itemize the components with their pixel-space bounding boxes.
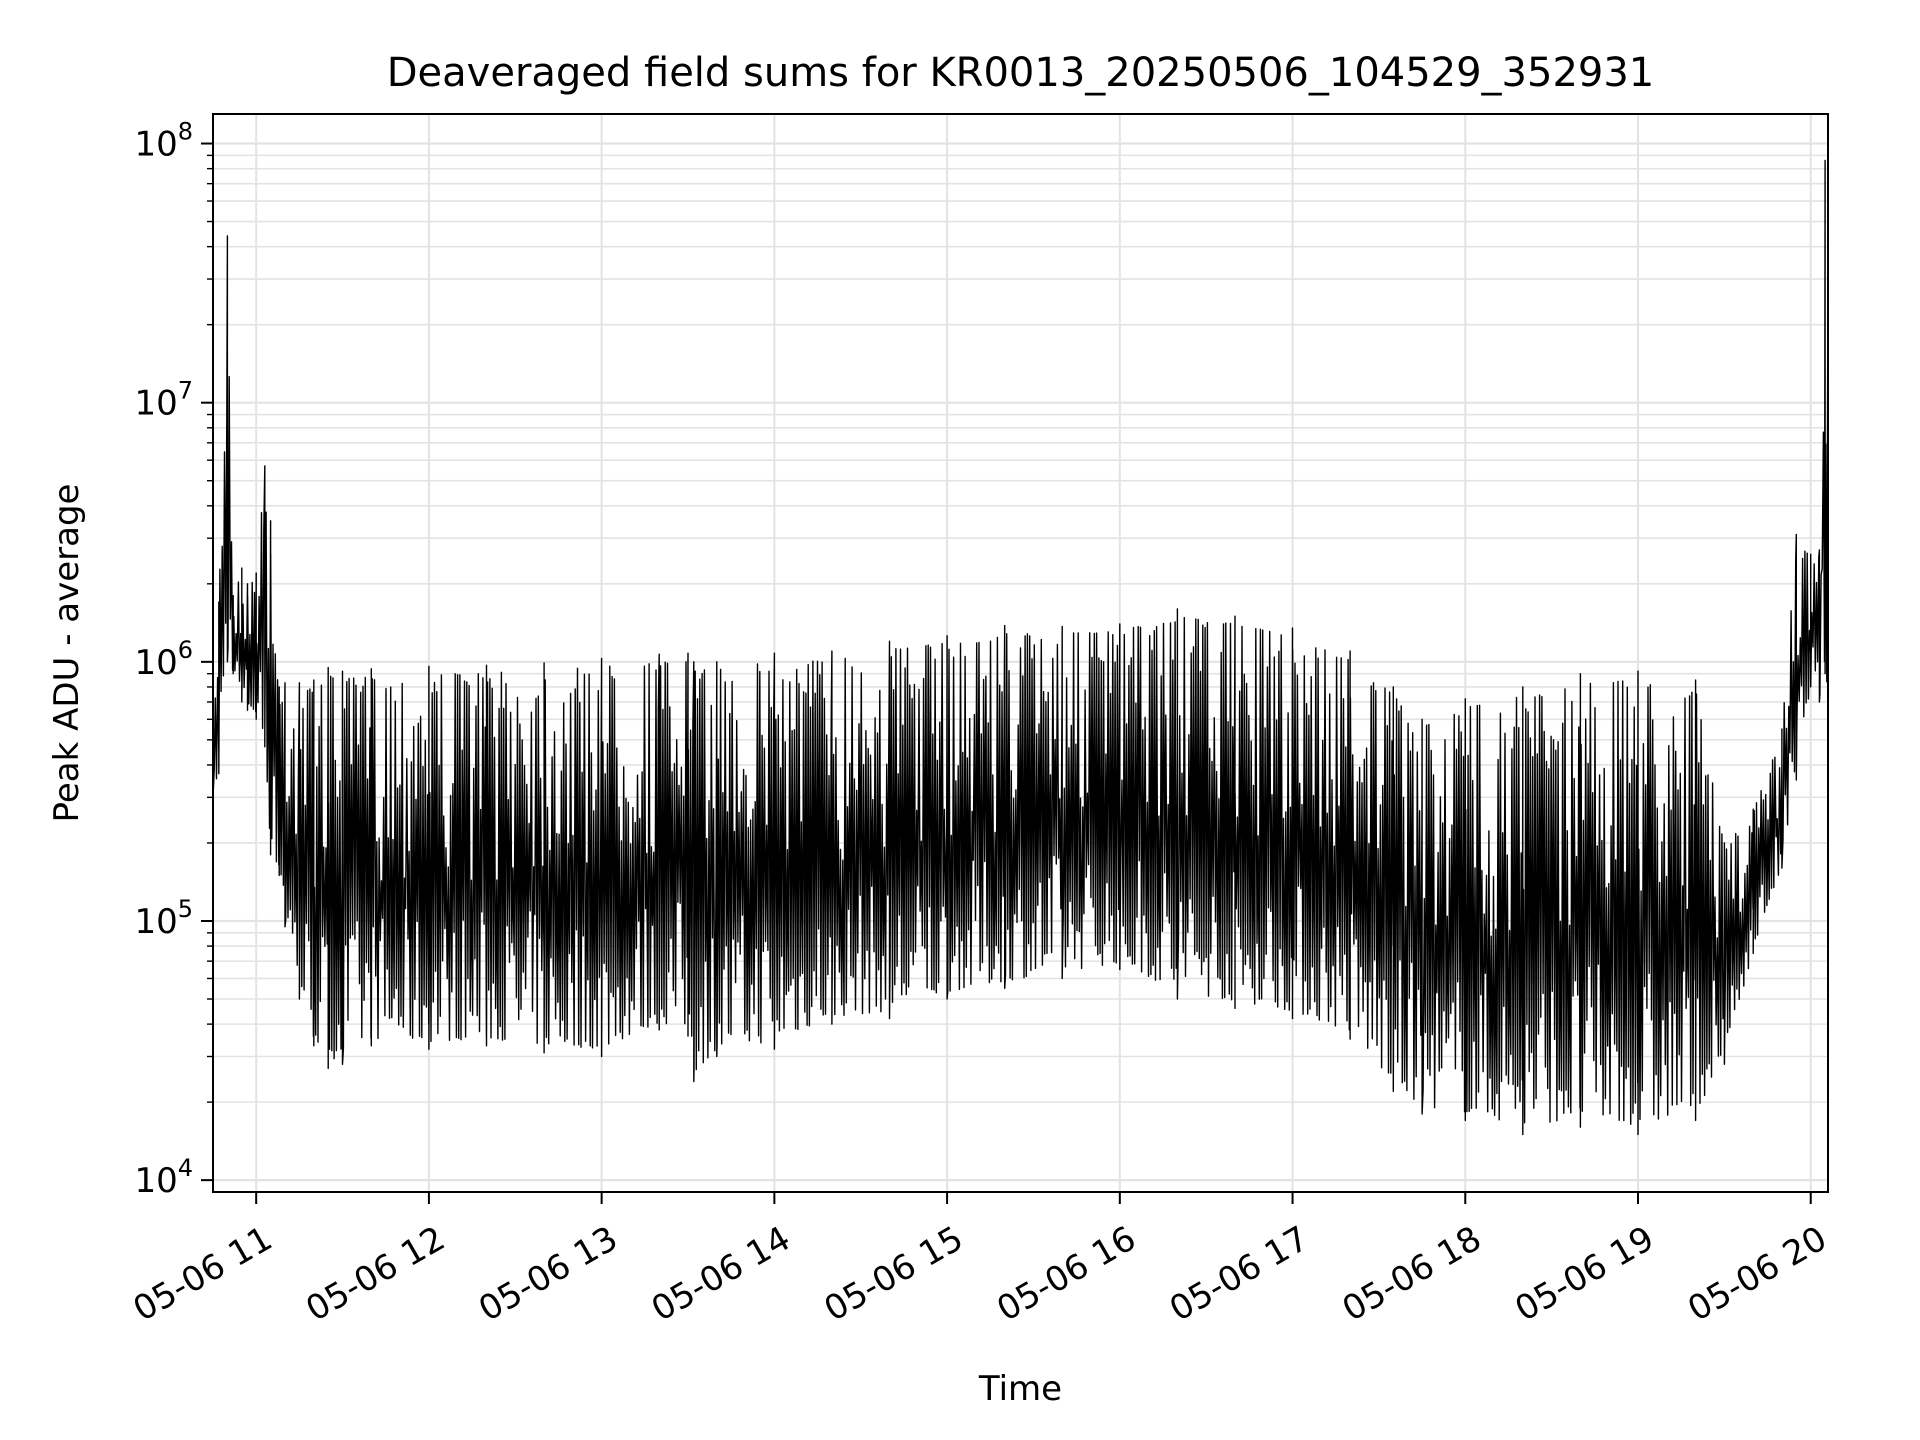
plot-frame	[212, 113, 1829, 1193]
data-series	[212, 159, 1829, 1136]
y-tick-label: 108	[134, 118, 193, 165]
x-tick-label: 05-06 18	[1336, 1219, 1488, 1330]
y-axis-label: Peak ADU - average	[47, 484, 87, 823]
y-tick-label: 105	[134, 895, 193, 942]
x-axis: 05-06 11 05-06 12 05-06 13 05-06 14 05-06 15…	[127, 1192, 1834, 1330]
x-tick-label: 05-06 15	[818, 1219, 970, 1330]
x-tick-label: 05-06 11	[127, 1219, 279, 1330]
x-tick-label: 05-06 17	[1163, 1219, 1315, 1330]
x-axis-label: Time	[978, 1369, 1062, 1409]
y-tick-label: 104	[134, 1154, 193, 1201]
x-tick-label: 05-06 13	[472, 1219, 624, 1330]
chart-title: Deaveraged field sums for KR0013_2025050…	[387, 50, 1655, 96]
x-tick-label: 05-06 19	[1509, 1219, 1661, 1330]
y-axis: 104 105 106 107 108	[134, 118, 213, 1201]
series-line-0	[212, 159, 1829, 1136]
x-tick-label: 05-06 14	[645, 1219, 797, 1330]
x-tick-label: 05-06 16	[990, 1219, 1142, 1330]
y-tick-label: 107	[134, 377, 193, 424]
x-tick-label: 05-06 12	[299, 1219, 451, 1330]
y-tick-label: 106	[134, 636, 193, 683]
x-tick-label: 05-06 20	[1681, 1219, 1833, 1330]
